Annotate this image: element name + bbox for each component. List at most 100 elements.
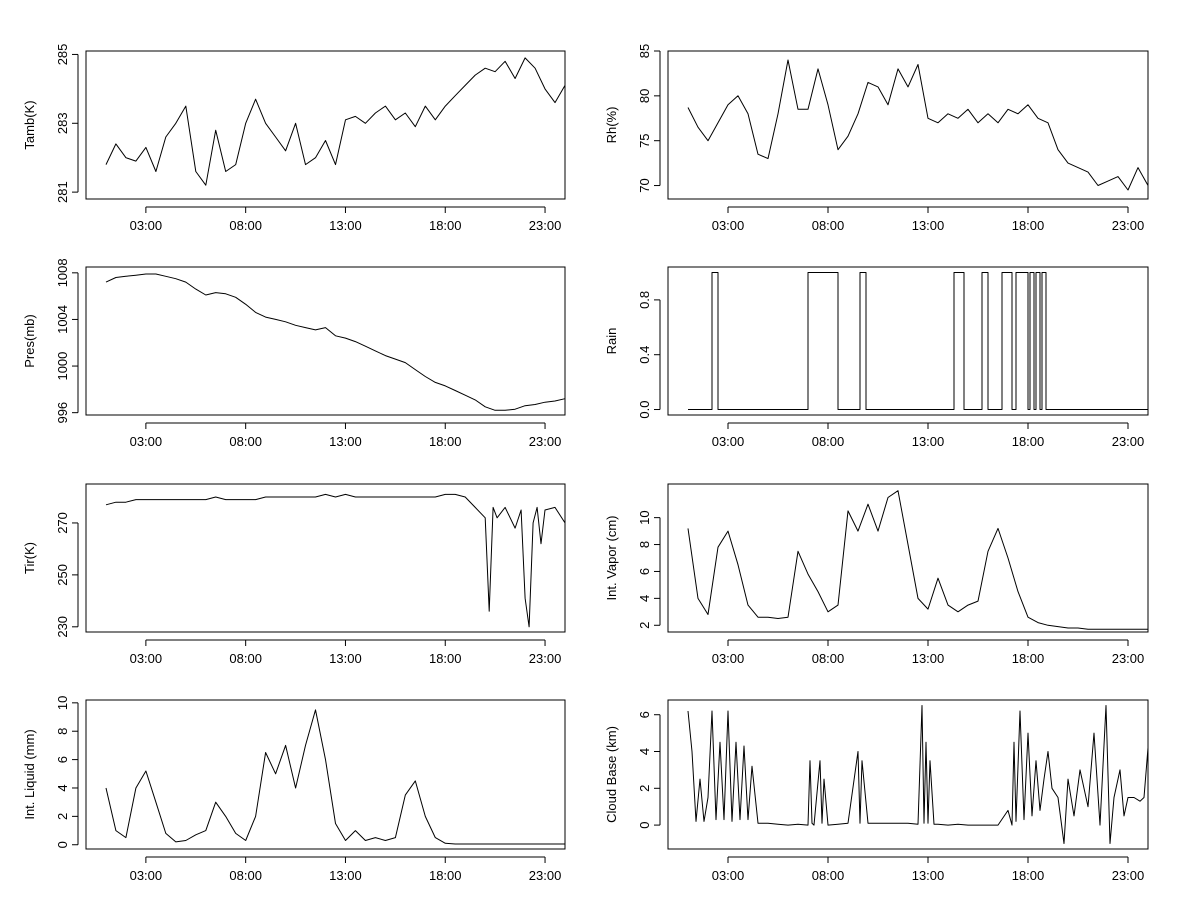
- plot-frame: [85, 50, 566, 200]
- x-tick-label: 18:00: [429, 434, 462, 449]
- x-tick-label: 18:00: [429, 218, 462, 233]
- plot-frame: [85, 699, 566, 850]
- x-tick-label: 13:00: [329, 434, 362, 449]
- y-axis-label: Int. Vapor (cm): [604, 515, 619, 600]
- x-tick-label: 18:00: [1012, 434, 1045, 449]
- x-tick-label: 03:00: [130, 868, 163, 883]
- y-axis-label: Int. Liquid (mm): [22, 729, 37, 819]
- series-line: [105, 493, 566, 628]
- x-tick-label: 08:00: [812, 434, 845, 449]
- x-tick-label: 23:00: [1112, 218, 1145, 233]
- y-tick-label: 996: [55, 402, 70, 424]
- y-tick-label: 283: [55, 112, 70, 134]
- y-tick-label: 80: [637, 89, 652, 103]
- x-tick-label: 08:00: [812, 868, 845, 883]
- x-tick-label: 18:00: [1012, 218, 1045, 233]
- x-tick-label: 03:00: [130, 434, 163, 449]
- x-tick-label: 03:00: [712, 651, 745, 666]
- panel-7: 0 2 4 6 8 10 03:00 08:00 13:00 18:00 23:00 Int. Liq…: [22, 696, 566, 883]
- y-tick-label: 6: [55, 756, 70, 763]
- x-tick-label: 08:00: [229, 651, 262, 666]
- x-tick-label: 23:00: [1112, 868, 1145, 883]
- y-axis-label: Tamb(K): [22, 100, 37, 149]
- x-tick-label: 13:00: [329, 651, 362, 666]
- panel-1: 281 283 285 03:00 08:00 13:00 18:00 23:00 Tamb(K…: [22, 44, 566, 233]
- x-tick-label: 18:00: [1012, 651, 1045, 666]
- panel-2: 70 75 80 85 03:00 08:00 13:00 18:00 23:00 Rh(%): [604, 44, 1149, 233]
- x-tick-label: 03:00: [712, 868, 745, 883]
- series-line: [105, 709, 565, 845]
- y-tick-label: 8: [637, 541, 652, 548]
- y-axis-label: Rain: [604, 328, 619, 355]
- y-tick-label: 0: [55, 841, 70, 848]
- y-tick-label: 281: [55, 181, 70, 203]
- plot-frame: [667, 483, 1149, 633]
- y-axis-label: Rh(%): [604, 107, 619, 144]
- series-line: [687, 490, 1148, 630]
- y-tick-label: 2: [637, 785, 652, 792]
- x-tick-label: 03:00: [130, 218, 163, 233]
- series-line: [105, 57, 566, 186]
- x-tick-label: 03:00: [712, 434, 745, 449]
- y-tick-label: 2: [637, 622, 652, 629]
- y-tick-label: 6: [637, 711, 652, 718]
- x-tick-label: 08:00: [229, 218, 262, 233]
- y-tick-label: 0.4: [637, 346, 652, 364]
- y-tick-label: 8: [55, 728, 70, 735]
- x-tick-label: 18:00: [1012, 868, 1045, 883]
- y-tick-label: 75: [637, 133, 652, 147]
- y-tick-label: 4: [637, 748, 652, 755]
- x-tick-label: 13:00: [912, 434, 945, 449]
- plot-frame: [85, 266, 566, 416]
- x-tick-label: 23:00: [1112, 434, 1145, 449]
- series-line: [687, 705, 1149, 844]
- panel-8: 0 2 4 6 03:00 08:00 13:00 18:00 23:00 Cloud Base …: [604, 699, 1149, 883]
- plot-frame: [85, 483, 566, 633]
- y-tick-label: 70: [637, 178, 652, 192]
- panel-6: 2 4 6 8 10 03:00 08:00 13:00 18:00 23:00 Int. Vapo…: [604, 483, 1149, 666]
- y-tick-label: 10: [55, 696, 70, 710]
- x-tick-label: 23:00: [529, 651, 562, 666]
- y-tick-label: 85: [637, 44, 652, 58]
- y-tick-label: 1000: [55, 352, 70, 381]
- y-tick-label: 285: [55, 44, 70, 66]
- y-tick-label: 4: [55, 784, 70, 791]
- x-tick-label: 13:00: [912, 218, 945, 233]
- y-tick-label: 0: [637, 821, 652, 828]
- x-tick-label: 18:00: [429, 868, 462, 883]
- x-tick-label: 13:00: [912, 651, 945, 666]
- x-tick-label: 13:00: [329, 218, 362, 233]
- y-tick-label: 4: [637, 595, 652, 602]
- x-tick-label: 23:00: [529, 434, 562, 449]
- y-tick-label: 6: [637, 568, 652, 575]
- series-line: [105, 273, 566, 411]
- y-axis-label: Tir(K): [22, 542, 37, 574]
- y-tick-label: 10: [637, 510, 652, 524]
- y-axis-label: Pres(mb): [22, 314, 37, 367]
- x-tick-label: 08:00: [229, 434, 262, 449]
- series-line: [688, 272, 1148, 410]
- x-tick-label: 18:00: [429, 651, 462, 666]
- plot-frame: [667, 266, 1149, 416]
- plot-frame: [667, 699, 1149, 850]
- plot-frame: [667, 50, 1149, 200]
- y-tick-label: 0.0: [637, 400, 652, 418]
- x-tick-label: 03:00: [130, 651, 163, 666]
- x-tick-label: 08:00: [229, 868, 262, 883]
- panel-3: 996 1000 1004 1008 03:00 08:00 13:00 18:00 23:00…: [22, 258, 566, 449]
- x-tick-label: 23:00: [529, 218, 562, 233]
- x-tick-label: 23:00: [529, 868, 562, 883]
- panel-4: 0.0 0.4 0.8 03:00 08:00 13:00 18:00 23:00 Rain: [604, 266, 1149, 449]
- y-tick-label: 2: [55, 813, 70, 820]
- panel-5: 230 250 270 03:00 08:00 13:00 18:00 23:00 Tir(K): [22, 483, 566, 666]
- y-axis-label: Cloud Base (km): [604, 726, 619, 823]
- x-tick-label: 08:00: [812, 651, 845, 666]
- x-tick-label: 13:00: [329, 868, 362, 883]
- x-tick-label: 08:00: [812, 218, 845, 233]
- y-tick-label: 270: [55, 512, 70, 534]
- x-tick-label: 13:00: [912, 868, 945, 883]
- y-tick-label: 1008: [55, 258, 70, 287]
- x-tick-label: 03:00: [712, 218, 745, 233]
- y-tick-label: 0.8: [637, 291, 652, 309]
